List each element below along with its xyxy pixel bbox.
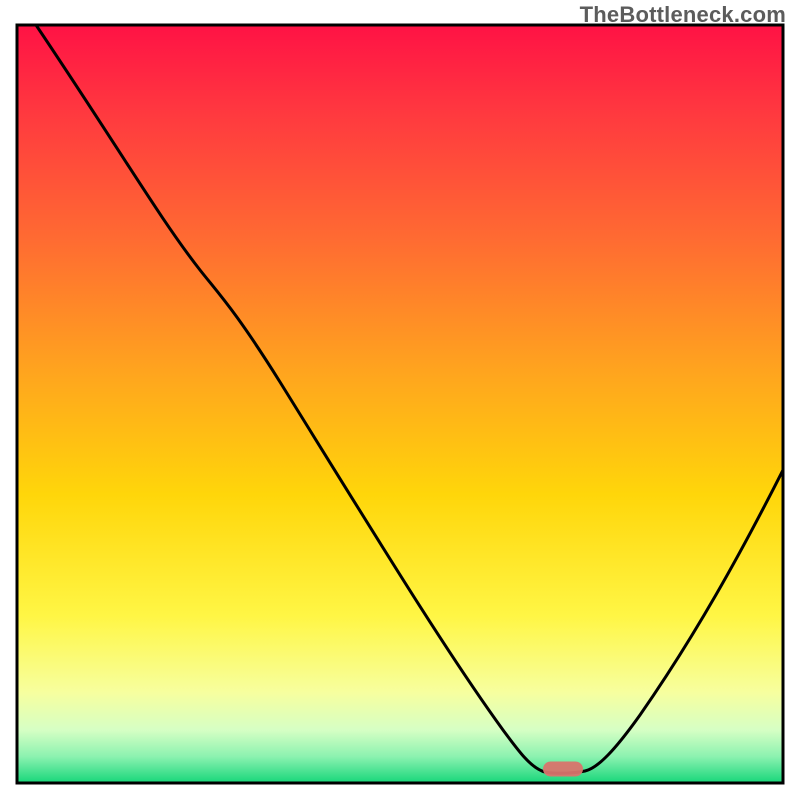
optimum-marker bbox=[543, 762, 583, 777]
bottleneck-plot bbox=[0, 0, 800, 800]
gradient-background bbox=[17, 25, 783, 783]
chart-canvas: { "meta": { "attribution_text": "TheBott… bbox=[0, 0, 800, 800]
